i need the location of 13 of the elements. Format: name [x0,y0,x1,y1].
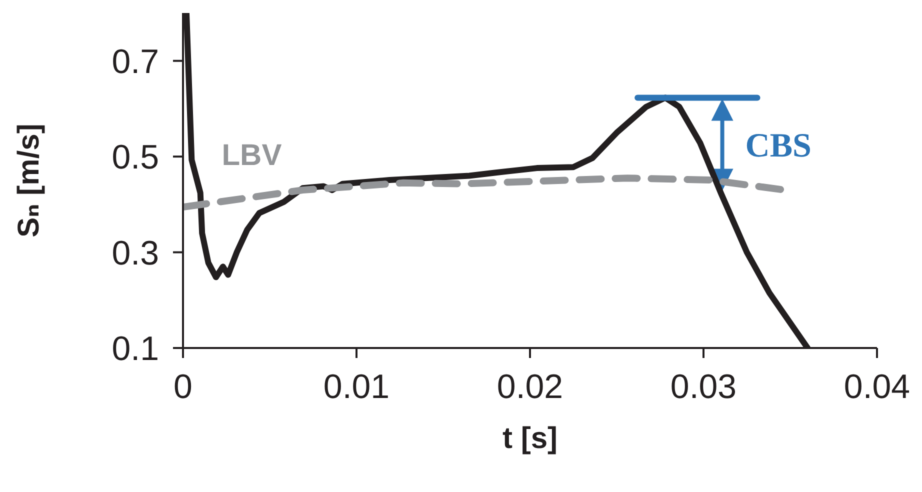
y-tick-label: 0.1 [112,330,159,368]
y-axis-title: Sₙ [m/s] [12,124,46,238]
x-tick-label: 0 [174,368,192,406]
y-tick-label: 0.5 [112,138,159,177]
x-tick-label: 0.02 [496,368,564,406]
x-tick-label: 0.04 [844,368,910,406]
y-tick-label: 0.7 [112,42,159,81]
x-axis-title: t [s] [502,422,558,455]
y-tick-label: 0.3 [112,234,159,272]
annotation: CBS [745,128,812,165]
series-label: LBV [222,138,282,172]
x-tick-label: 0.01 [323,368,390,406]
x-tick-label: 0.03 [670,368,737,406]
